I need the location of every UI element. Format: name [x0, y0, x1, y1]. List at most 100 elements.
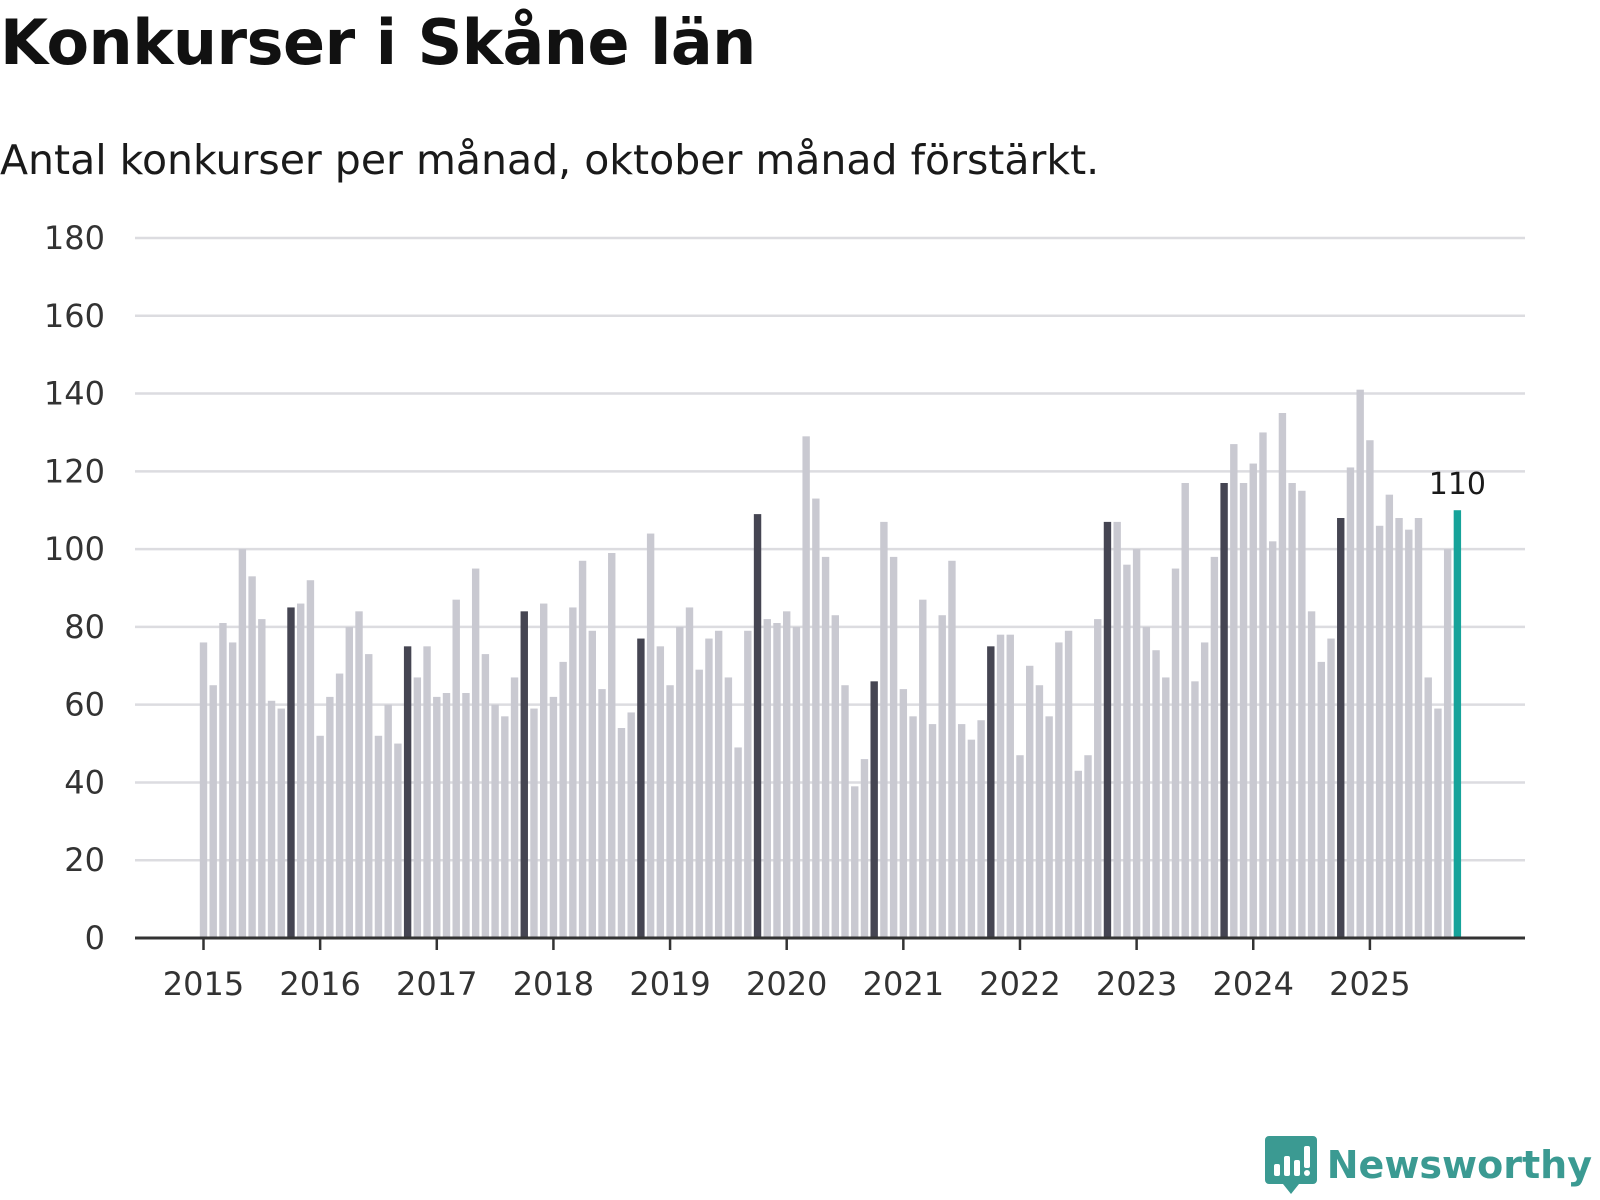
bar	[258, 619, 266, 938]
bar	[1064, 630, 1073, 938]
bar	[646, 533, 655, 938]
bar	[919, 599, 927, 938]
y-tick-label: 140	[44, 375, 105, 413]
y-tick-label: 20	[64, 841, 105, 879]
bar	[345, 626, 353, 938]
bar	[1434, 708, 1442, 938]
x-tick-label: 2021	[863, 965, 944, 1003]
bar	[928, 724, 937, 938]
bar	[578, 560, 587, 938]
bar	[1298, 490, 1306, 938]
bar	[1230, 444, 1238, 938]
bar	[1346, 467, 1355, 938]
bar	[1269, 541, 1277, 938]
bar	[734, 747, 742, 938]
bar	[471, 568, 480, 938]
bar-october	[753, 514, 762, 938]
bar	[860, 759, 869, 938]
bar	[1307, 611, 1316, 938]
bar	[355, 611, 363, 938]
x-tick-label: 2018	[513, 965, 594, 1003]
bar	[685, 607, 694, 938]
bar	[1094, 619, 1102, 938]
y-tick-label: 180	[44, 219, 105, 257]
bar	[540, 603, 548, 938]
bar	[841, 685, 849, 938]
x-tick-label: 2022	[979, 965, 1060, 1003]
bar	[491, 704, 499, 938]
bar	[335, 673, 344, 938]
chart-subtitle: Antal konkurser per månad, oktober månad…	[0, 136, 1100, 184]
x-tick-label: 2017	[396, 965, 477, 1003]
bar	[714, 630, 723, 938]
bar	[413, 677, 422, 938]
bar	[851, 786, 859, 938]
bar	[306, 580, 315, 938]
bar	[1016, 755, 1024, 938]
bar-october	[403, 646, 412, 938]
bar	[763, 619, 771, 938]
bar	[481, 654, 490, 938]
bar	[374, 735, 383, 938]
bar	[948, 560, 956, 938]
bar	[1026, 665, 1034, 938]
bar	[530, 708, 538, 938]
bar	[627, 712, 635, 938]
y-tick-label: 60	[64, 686, 105, 724]
bar	[365, 654, 373, 938]
bar	[977, 720, 985, 938]
bar-october	[870, 681, 878, 938]
bar	[501, 716, 509, 938]
bar	[880, 521, 888, 938]
y-tick-label: 100	[44, 530, 105, 568]
bar	[199, 642, 208, 938]
y-axis-ticks: 0 20 40 60 80 100 120 140 160 180	[44, 219, 105, 957]
bar	[1278, 413, 1287, 938]
bars	[199, 389, 1462, 938]
bar	[1045, 716, 1053, 938]
bar	[957, 724, 966, 938]
bar	[228, 642, 237, 938]
bar	[384, 704, 392, 938]
bar	[1181, 483, 1189, 938]
bar	[1424, 677, 1432, 938]
x-tick-label: 2024	[1213, 965, 1294, 1003]
grid-lines	[135, 236, 1525, 862]
bar	[1006, 634, 1014, 938]
bar	[510, 677, 519, 938]
bar	[1055, 642, 1063, 938]
bar	[1123, 564, 1131, 938]
bar	[1074, 770, 1082, 938]
y-tick-label: 160	[44, 297, 105, 335]
x-tick-label: 2016	[279, 965, 360, 1003]
bar	[297, 603, 305, 938]
bar	[1152, 650, 1160, 938]
bar	[724, 677, 733, 938]
x-tick-label: 2020	[746, 965, 827, 1003]
x-tick-label: 2019	[629, 965, 710, 1003]
bar	[705, 638, 713, 938]
bar	[1084, 755, 1092, 938]
bar	[617, 728, 626, 938]
bar	[569, 607, 577, 938]
y-tick-label: 40	[64, 763, 105, 801]
bar	[316, 735, 324, 938]
bar	[1239, 483, 1248, 938]
data-labels: 110	[1429, 467, 1486, 502]
bar	[598, 689, 606, 938]
bar	[267, 700, 276, 938]
bar	[394, 743, 402, 938]
bar	[462, 693, 470, 938]
bar	[433, 696, 441, 938]
bar	[676, 626, 684, 938]
bar	[996, 634, 1005, 938]
bar	[1405, 529, 1413, 938]
bar	[821, 556, 830, 938]
bar	[452, 599, 460, 938]
bar	[277, 708, 285, 938]
bar	[967, 739, 976, 938]
x-tick-label: 2015	[163, 965, 244, 1003]
bar-october	[1103, 521, 1112, 938]
bar	[608, 553, 616, 938]
